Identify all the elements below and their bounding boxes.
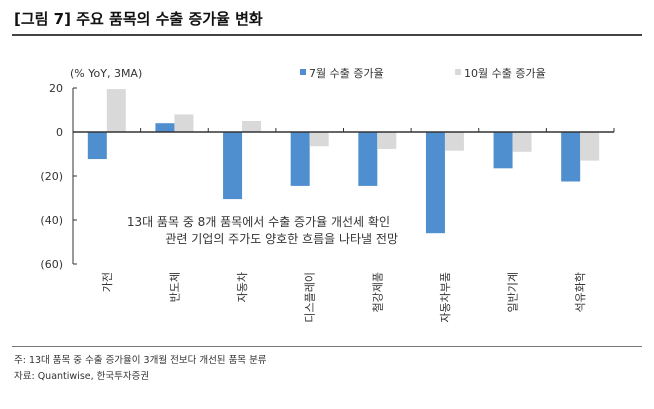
bar <box>155 123 175 132</box>
y-tick-label: 20 <box>49 82 63 95</box>
legend-label: 7월 수출 증가율 <box>309 67 384 80</box>
bar <box>309 132 329 147</box>
legend-swatch <box>455 69 461 75</box>
bar <box>493 132 513 169</box>
source: 자료: Quantiwise, 한국투자증권 <box>14 371 150 382</box>
bar <box>425 132 445 234</box>
x-tick-label: 일반기계 <box>506 272 520 312</box>
y-tick-label: (60) <box>40 258 63 271</box>
y-tick-label: (20) <box>40 170 63 183</box>
bar <box>174 114 194 132</box>
bar <box>290 132 310 186</box>
bar <box>377 132 397 149</box>
bar <box>512 132 532 152</box>
legend-swatch <box>300 69 306 75</box>
bar <box>444 132 464 151</box>
x-tick-label: 반도체 <box>168 272 181 302</box>
bar <box>223 132 243 200</box>
bar <box>106 89 126 132</box>
y-tick-label: (40) <box>40 214 63 227</box>
x-tick-label: 철강제품 <box>371 272 384 312</box>
x-tick-label: 자동차부품 <box>439 272 452 323</box>
figure-title: [그림 7] 주요 품목의 수출 증가율 변화 <box>14 10 263 28</box>
y-tick-label: 0 <box>56 126 63 139</box>
unit-label: (% YoY, 3MA) <box>70 67 142 80</box>
bar <box>87 132 107 160</box>
legend-label: 10월 수출 증가율 <box>464 67 546 80</box>
title-divider <box>12 34 642 36</box>
footnote: 주: 13대 품목 중 수출 증가율이 3개월 전보다 개선된 품목 분류 <box>14 355 267 366</box>
bar <box>358 132 378 186</box>
bar <box>561 132 581 182</box>
x-tick-label: 석유화학 <box>574 272 587 312</box>
x-tick-label: 자동차 <box>236 272 249 302</box>
x-tick-label: 가전 <box>101 272 114 292</box>
x-tick-label: 디스플레이 <box>304 272 317 323</box>
bar-chart: (% YoY, 3MA) 7월 수출 증가율 10월 수출 증가율 20 0 (20) (4… <box>40 67 615 323</box>
annotation-text: 관련 기업의 주가도 양호한 흐름을 나타낼 전망 <box>165 232 398 246</box>
bar <box>242 121 262 132</box>
annotation-text: 13대 품목 중 8개 품목에서 수출 증가율 개선세 확인 <box>127 215 390 229</box>
footer-divider <box>12 346 642 347</box>
bar <box>580 132 600 161</box>
